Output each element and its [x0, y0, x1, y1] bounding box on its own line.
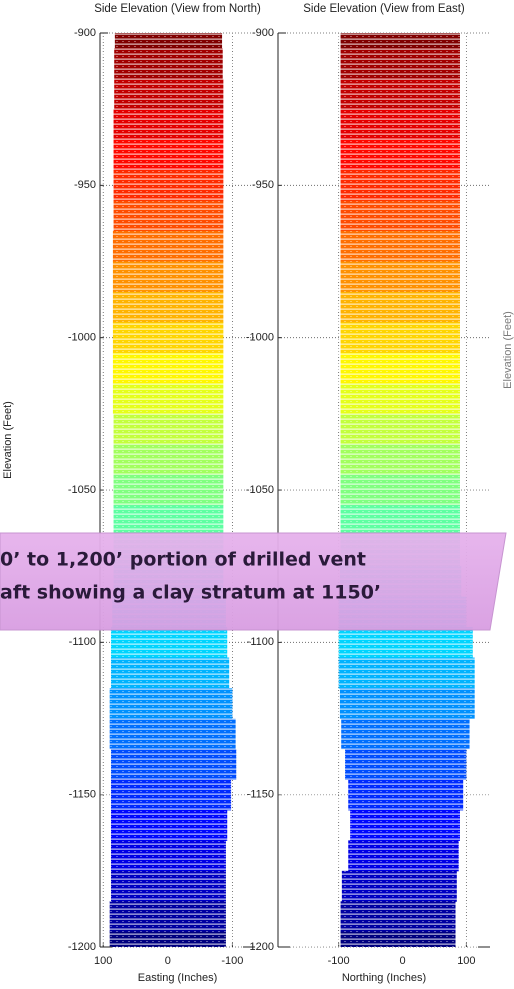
annotation-box: 0’ to 1,200’ portion of drilled vent aft… [0, 532, 507, 631]
y-tick-label: -1050 [68, 484, 96, 496]
y-tick-label: -1050 [246, 484, 274, 496]
x-tick-label: 100 [457, 955, 475, 967]
annotation-shape [0, 532, 507, 631]
x-axis-label: Northing (Inches) [342, 972, 426, 984]
y-tick-label: -1200 [68, 941, 96, 953]
y-tick-label: -1000 [68, 332, 96, 344]
subplot: Side Elevation (View from East) Northing … [246, 3, 514, 984]
x-tick-label: 0 [399, 955, 405, 967]
chart-title: Side Elevation (View from North) [94, 3, 261, 15]
plots: Side Elevation (View from North) Easting … [2, 3, 514, 984]
annotation-line: 0’ to 1,200’ portion of drilled vent [0, 549, 366, 571]
scan-texture [100, 33, 255, 947]
y-tick-label: -1150 [69, 789, 96, 801]
scan-rows [100, 33, 255, 947]
scan-rows [278, 33, 490, 947]
y-tick-label: -950 [74, 179, 96, 191]
annotation-line: aft showing a clay stratum at 1150’ [0, 582, 381, 604]
x-tick-label: 100 [94, 955, 112, 967]
x-tick-label: -100 [328, 955, 350, 967]
y-tick-label: -1000 [246, 332, 274, 344]
y-tick-label: -1200 [246, 941, 274, 953]
scan-texture [278, 33, 490, 947]
chart-title: Side Elevation (View from East) [303, 3, 465, 15]
y-tick-label: -1100 [69, 636, 96, 648]
y-tick-label: -900 [74, 27, 96, 39]
x-axis-label: Easting (Inches) [138, 972, 217, 984]
y-tick-label: -900 [252, 27, 274, 39]
y-axis-label: Elevation (Feet) [502, 311, 514, 389]
y-axis-label: Elevation (Feet) [2, 401, 14, 479]
y-tick-label: -1100 [247, 636, 274, 648]
subplot: Side Elevation (View from North) Easting … [2, 3, 261, 984]
y-tick-label: -1150 [247, 789, 274, 801]
x-tick-label: 0 [165, 955, 171, 967]
y-tick-label: -950 [252, 179, 274, 191]
x-tick-label: -100 [221, 955, 243, 967]
